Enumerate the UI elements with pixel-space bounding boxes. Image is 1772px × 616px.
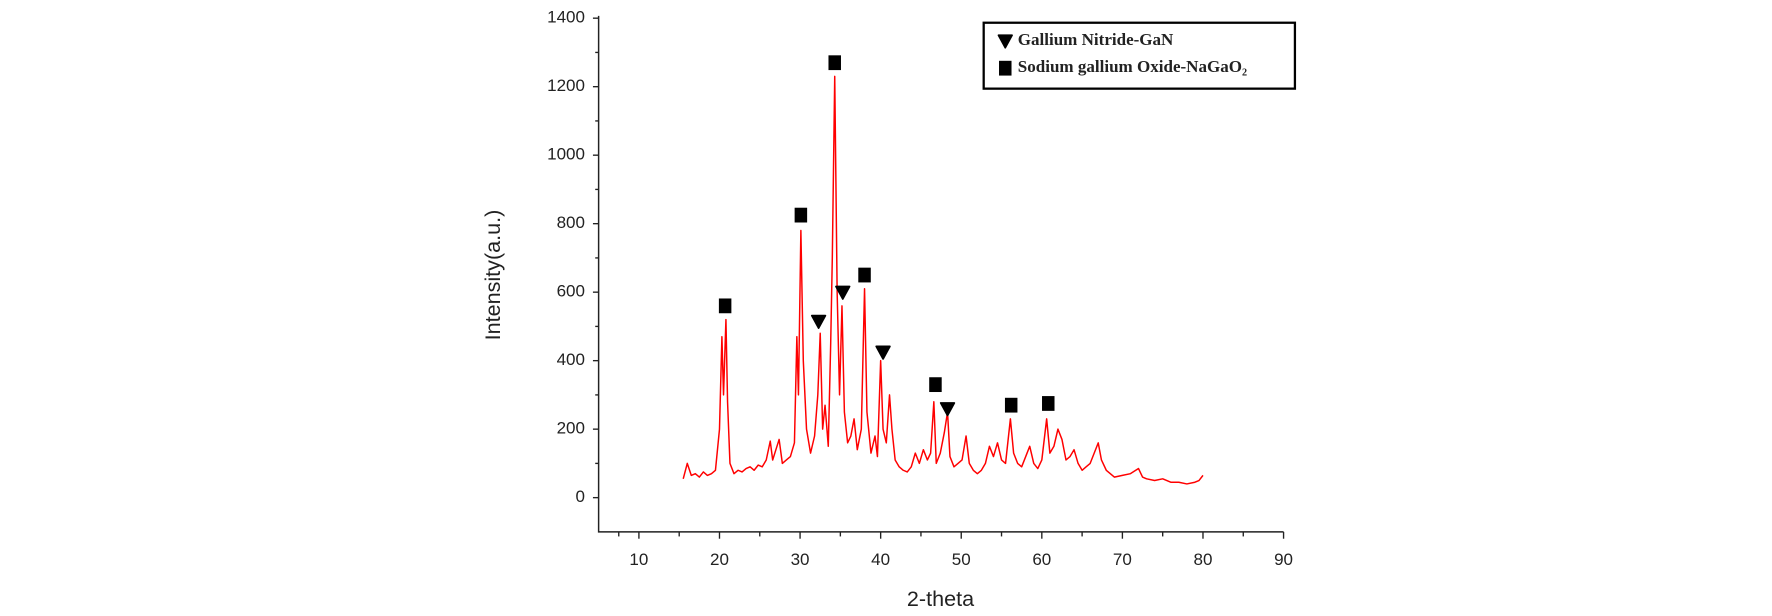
y-tick-label: 800 [557,213,585,232]
legend-box [982,21,1297,90]
x-tick-label: 40 [871,550,890,569]
phase-marker [718,298,732,314]
x-tick-label: 70 [1113,550,1132,569]
x-tick-label: 60 [1032,550,1051,569]
phase-marker [1004,397,1018,413]
y-tick-label: 200 [557,419,585,438]
data-line [682,75,1204,485]
axes [597,15,1284,533]
x-tick-label: 80 [1194,550,1213,569]
phase-marker [929,377,942,393]
phase-marker [858,267,871,283]
y-tick-label: 1200 [547,76,585,95]
y-tick-label: 1400 [547,8,585,27]
phase-marker [835,285,851,300]
y-tick-label: 400 [557,350,585,369]
legend-marker [999,60,1012,76]
x-tick-label: 20 [710,550,729,569]
phase-marker [875,345,891,360]
legend-label: Sodium gallium Oxide-NaGaO₂ [1018,57,1247,76]
y-tick-label: 600 [557,282,585,301]
legend-marker [997,34,1013,49]
x-tick-label: 10 [629,550,648,569]
x-tick-label: 50 [952,550,971,569]
y-tick-label: 0 [576,487,585,506]
y-tick-label: 1000 [547,145,585,164]
x-tick-label: 90 [1274,550,1293,569]
phase-marker [794,207,808,223]
phase-marker [828,55,841,71]
phase-marker [939,402,956,417]
phase-marker [810,314,827,329]
x-axis-title: 2-theta [907,586,974,611]
phase-marker [1042,396,1055,411]
y-axis-title: Intensity(a.u.) [480,210,505,341]
legend-label: Gallium Nitride-GaN [1018,30,1174,49]
x-tick-label: 30 [791,550,810,569]
